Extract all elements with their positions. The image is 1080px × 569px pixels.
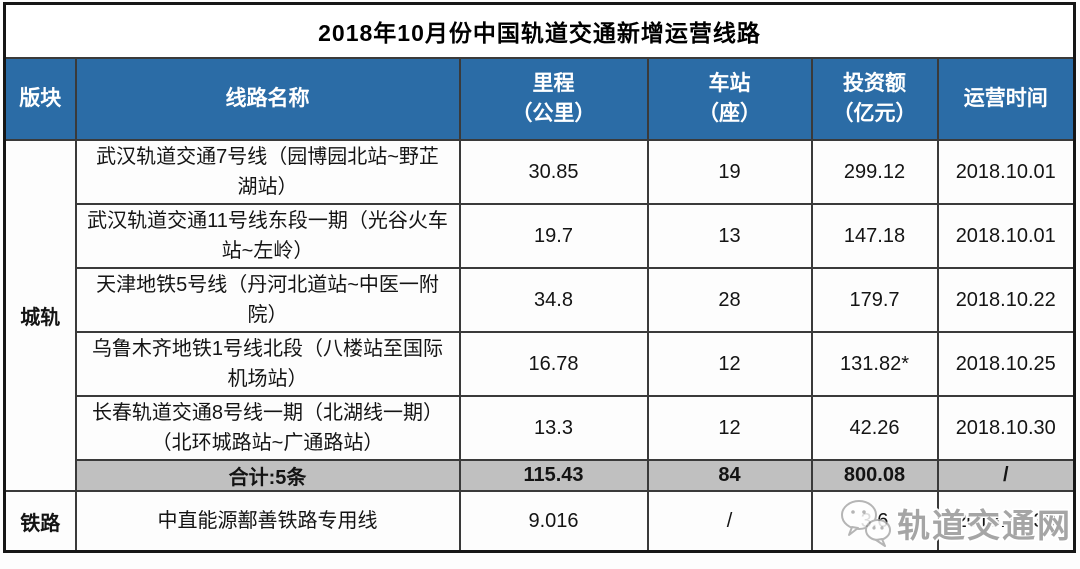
summary-label-cell: 合计:5条	[74, 459, 461, 492]
table-row: 武汉轨道交通11号线东段一期（光谷火车站~左岭） 19.7 13 147.18 …	[5, 203, 1076, 269]
page-title: 2018年10月份中国轨道交通新增运营线路	[3, 2, 1076, 59]
mileage-cell: 13.3	[458, 395, 649, 461]
investment-cell: 131.82*	[810, 331, 939, 397]
header-operation-time: 运营时间	[936, 57, 1076, 141]
table-header-row: 版块 线路名称 里程 （公里） 车站 （座） 投资额 （亿元） 运营时间	[3, 57, 1076, 141]
stations-cell: 13	[646, 203, 813, 269]
table-row: 长春轨道交通8号线一期（北湖线一期）（北环城路站~广通路站） 13.3 12 4…	[5, 395, 1076, 461]
stations-cell: /	[646, 490, 813, 553]
line-name-cell: 长春轨道交通8号线一期（北湖线一期）（北环城路站~广通路站）	[74, 395, 461, 461]
stations-cell: 12	[646, 395, 813, 461]
line-name-cell: 中直能源鄯善铁路专用线	[74, 490, 461, 553]
line-name-cell: 武汉轨道交通7号线（园博园北站~野芷湖站）	[74, 139, 461, 205]
title-row: 2018年10月份中国轨道交通新增运营线路	[3, 2, 1076, 59]
date-cell: 2018.10.22	[936, 267, 1076, 333]
header-mileage-label: 里程	[532, 71, 575, 95]
mileage-cell: 9.016	[458, 490, 649, 553]
date-cell: 2018.10.01	[936, 139, 1076, 205]
stations-cell: 19	[646, 139, 813, 205]
table-row: 天津地铁5号线（丹河北道站~中医一附院） 34.8 28 179.7 2018.…	[5, 267, 1076, 333]
mileage-cell: 34.8	[458, 267, 649, 333]
investment-cell: 3.6	[810, 490, 939, 553]
summary-row: 合计:5条 115.43 84 800.08 /	[5, 459, 1076, 492]
table-row-railway: 铁路 中直能源鄯善铁路专用线 9.016 / 3.6 2018.10.30	[3, 490, 1076, 553]
header-investment-label: 投资额	[843, 71, 906, 95]
investment-cell: 147.18	[810, 203, 939, 269]
mileage-cell: 30.85	[458, 139, 649, 205]
header-investment-unit: （亿元）	[832, 102, 917, 125]
summary-stations-cell: 84	[646, 459, 813, 492]
summary-date-cell: /	[936, 459, 1076, 492]
table-row: 乌鲁木齐地铁1号线北段（八楼站至国际机场站） 16.78 12 131.82* …	[5, 331, 1076, 397]
table-row: 城轨 武汉轨道交通7号线（园博园北站~野芷湖站） 30.85 19 299.12…	[3, 139, 1076, 492]
header-investment: 投资额 （亿元）	[810, 57, 939, 141]
line-name-cell: 武汉轨道交通11号线东段一期（光谷火车站~左岭）	[74, 203, 461, 269]
investment-cell: 42.26	[810, 395, 939, 461]
data-table: 2018年10月份中国轨道交通新增运营线路 版块 线路名称 里程 （公里） 车站…	[3, 2, 1076, 553]
date-cell: 2018.10.30	[936, 395, 1076, 461]
section-cell-urban: 城轨	[3, 139, 77, 492]
date-cell: 2018.10.01	[936, 203, 1076, 269]
header-mileage-unit: （公里）	[511, 102, 596, 125]
mileage-cell: 16.78	[458, 331, 649, 397]
header-stations-unit: （座）	[698, 102, 761, 125]
summary-mileage-cell: 115.43	[458, 459, 649, 492]
header-operation-time-label: 运营时间	[963, 86, 1048, 110]
header-section: 版块	[3, 57, 77, 141]
header-line-name: 线路名称	[74, 57, 461, 141]
header-stations-label: 车站	[708, 71, 751, 95]
header-line-name-label: 线路名称	[225, 86, 310, 110]
section-cell-railway: 铁路	[3, 490, 77, 553]
date-cell: 2018.10.30	[936, 490, 1076, 553]
stations-cell: 12	[646, 331, 813, 397]
stations-cell: 28	[646, 267, 813, 333]
investment-cell: 299.12	[810, 139, 939, 205]
header-section-label: 版块	[19, 86, 62, 110]
header-mileage: 里程 （公里）	[458, 57, 649, 141]
investment-cell: 179.7	[810, 267, 939, 333]
header-stations: 车站 （座）	[646, 57, 813, 141]
line-name-cell: 乌鲁木齐地铁1号线北段（八楼站至国际机场站）	[74, 331, 461, 397]
line-name-cell: 天津地铁5号线（丹河北道站~中医一附院）	[74, 267, 461, 333]
mileage-cell: 19.7	[458, 203, 649, 269]
date-cell: 2018.10.25	[936, 331, 1076, 397]
summary-investment-cell: 800.08	[810, 459, 939, 492]
